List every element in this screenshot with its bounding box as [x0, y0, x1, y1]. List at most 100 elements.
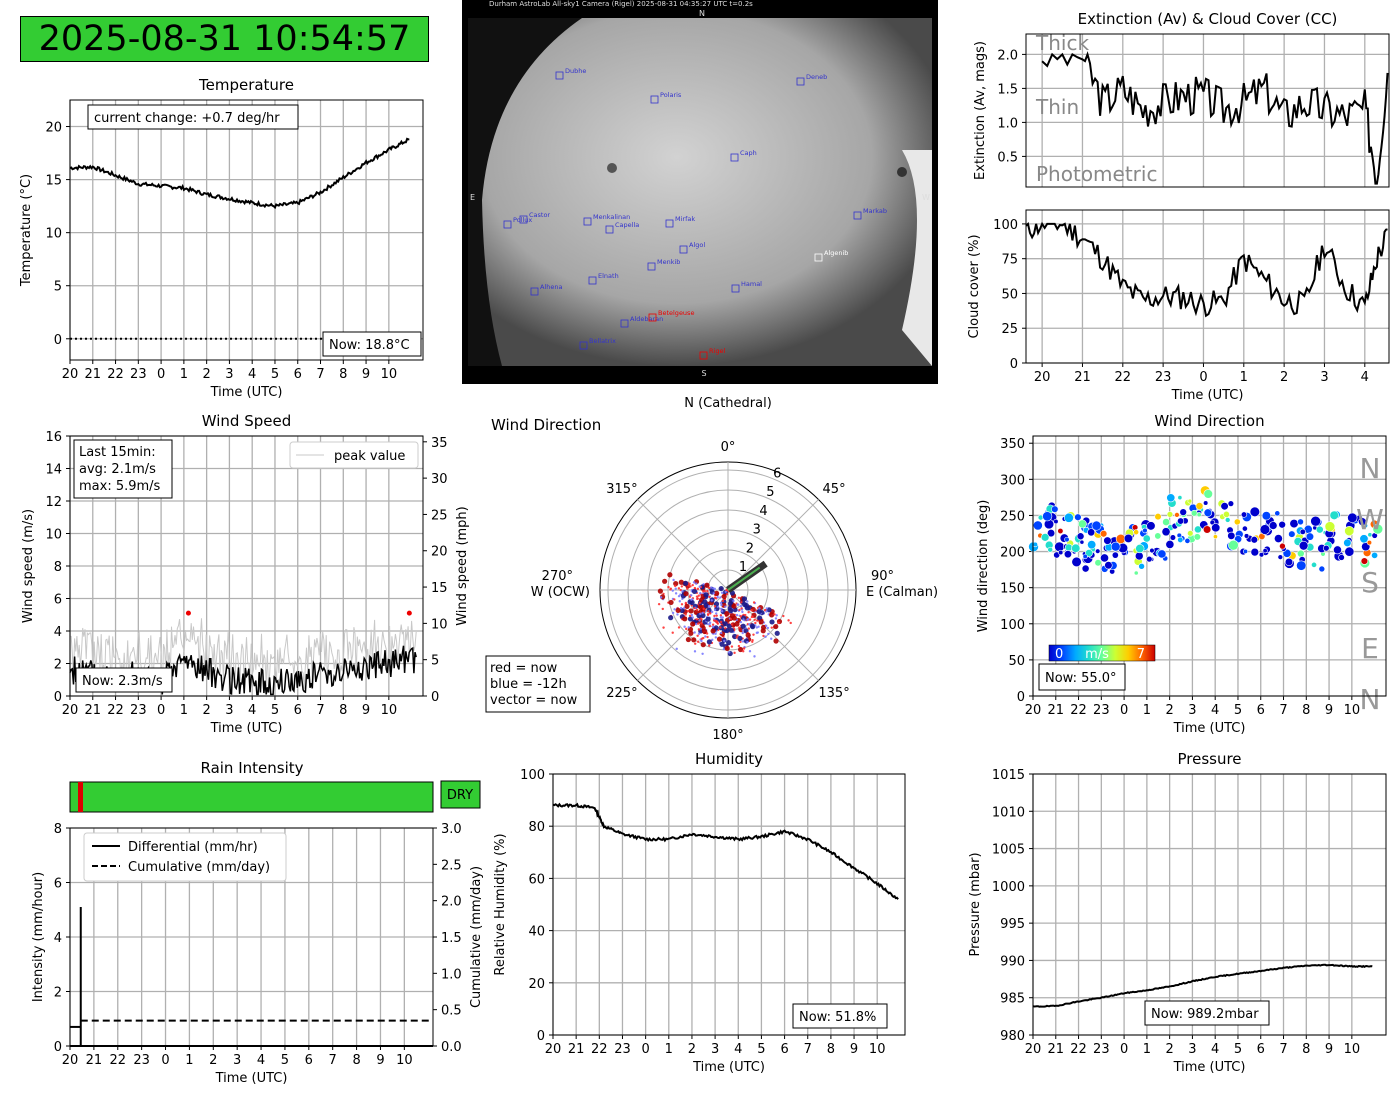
- wind-sample-point: [774, 630, 780, 636]
- x-tick-label: 3: [1188, 703, 1196, 718]
- wind-sample-point: [678, 579, 684, 585]
- wind-sample-point: [711, 638, 714, 642]
- x-tick-label: 8: [352, 1053, 360, 1068]
- threshold-label: Thick: [1035, 31, 1089, 55]
- sky-disk: [468, 18, 932, 366]
- y-axis-label-right: Wind speed (mph): [455, 506, 470, 626]
- x-tick-label: 10: [381, 367, 398, 382]
- wind-sample-point: [728, 598, 734, 604]
- star-label: Pollux: [513, 216, 532, 224]
- angular-gridline: [637, 499, 729, 591]
- x-tick-label: 0: [1120, 703, 1128, 718]
- wind-sample-point: [737, 603, 740, 606]
- direction-point: [1268, 521, 1278, 530]
- x-tick-label: 9: [850, 1042, 858, 1057]
- wind-sample-point: [749, 623, 755, 629]
- angular-gridline: [727, 499, 819, 591]
- star-marker: [555, 71, 564, 80]
- dry-badge: [440, 780, 481, 809]
- x-tick-label: 1: [180, 367, 188, 382]
- dark-edge-left: [468, 18, 582, 366]
- star-label: Bellatrix: [589, 337, 616, 345]
- x-tick-label: 0: [157, 703, 165, 718]
- wind-sample-point: [707, 605, 711, 608]
- wind-sample-point: [739, 620, 743, 624]
- direction-point: [1079, 539, 1085, 545]
- star-marker: [730, 153, 739, 162]
- x-tick-label: 8: [339, 367, 347, 382]
- wind-sample-point: [743, 602, 750, 609]
- now-label: Now: 18.8°C: [329, 338, 410, 353]
- wind-sample-point: [753, 655, 756, 658]
- x-tick-label: 1: [185, 1053, 193, 1068]
- direction-point: [1227, 500, 1235, 507]
- star-marker: [731, 284, 740, 293]
- x-axis-label: Time (UTC): [210, 721, 283, 736]
- direction-point: [1076, 532, 1085, 541]
- sky-header: Durham AstroLab All-sky1 Camera (Rigel) …: [489, 0, 753, 8]
- dry-label: DRY: [447, 788, 473, 803]
- x-tick-label: 1: [665, 1042, 673, 1057]
- wind-sample-point: [746, 618, 749, 622]
- wind-sample-point: [671, 631, 674, 634]
- x-tick-label: 20: [1025, 703, 1042, 718]
- wind-sample-point: [719, 616, 723, 619]
- x-tick-label: 3: [225, 703, 233, 718]
- x-tick-label: 5: [1234, 1042, 1242, 1057]
- wind-sample-point: [677, 587, 681, 590]
- y-tick-label: 1005: [992, 843, 1025, 858]
- wind-sample-point: [758, 619, 764, 625]
- x-tick-label: 4: [248, 367, 256, 382]
- wind-sample-point: [677, 594, 681, 598]
- wind-sample-point: [687, 584, 690, 587]
- direction-point: [1162, 518, 1171, 526]
- direction-point: [1347, 512, 1358, 523]
- star-marker: [579, 341, 588, 350]
- y-tick-label: 2: [54, 658, 62, 673]
- wind-sample-point: [691, 616, 694, 619]
- x-tick-label: 10: [381, 703, 398, 718]
- y-tick-label: 50: [1001, 287, 1018, 302]
- x-tick-label: 22: [107, 367, 124, 382]
- y-tick-label: 0: [537, 1029, 545, 1044]
- x-tick-label: 5: [281, 1053, 289, 1068]
- direction-point: [1242, 548, 1248, 554]
- wind-sample-point: [721, 616, 724, 619]
- wind-sample-point: [720, 610, 724, 613]
- wind-sample-point: [745, 632, 751, 638]
- angle-label: 270°: [542, 569, 573, 584]
- wind-sample-point: [724, 605, 727, 608]
- direction-point: [1310, 515, 1321, 527]
- wind-sample-point: [782, 614, 785, 618]
- wind-sample-point: [710, 610, 714, 614]
- direction-point: [1091, 520, 1102, 531]
- wind-sample-point: [697, 628, 701, 631]
- wind-sample-point: [688, 614, 692, 617]
- wind-sample-point: [723, 639, 726, 643]
- direction-point: [1203, 500, 1209, 506]
- wind-sample-point: [697, 632, 701, 635]
- stats-line: avg: 2.1m/s: [79, 462, 156, 477]
- wind-sample-point: [773, 613, 776, 616]
- direction-point: [1169, 534, 1177, 541]
- direction-point: [1203, 489, 1213, 499]
- x-tick-label: 20: [1034, 370, 1051, 385]
- x-tick-label: 6: [1257, 1042, 1265, 1057]
- x-tick-label: 0: [1199, 370, 1207, 385]
- threshold-label: Photometric: [1036, 162, 1157, 186]
- colorbar-unit: m/s: [1085, 647, 1109, 662]
- x-tick-label: 10: [1344, 703, 1361, 718]
- direction-point: [1258, 552, 1265, 558]
- direction-point: [1046, 529, 1056, 538]
- star-label: Rigel: [709, 347, 725, 355]
- angle-label: 225°: [606, 686, 637, 701]
- y-tick-label: 100: [520, 768, 545, 783]
- direction-point: [1087, 528, 1096, 537]
- direction-point: [1100, 553, 1109, 563]
- dust-spot: [607, 163, 617, 173]
- wind-sample-point: [773, 623, 779, 630]
- angular-gridline: [637, 589, 729, 681]
- y-tick-label: 0: [1010, 357, 1018, 372]
- wind-sample-point: [766, 626, 770, 630]
